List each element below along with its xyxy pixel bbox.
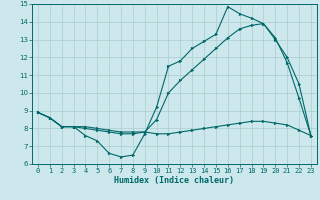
X-axis label: Humidex (Indice chaleur): Humidex (Indice chaleur)	[115, 176, 234, 185]
